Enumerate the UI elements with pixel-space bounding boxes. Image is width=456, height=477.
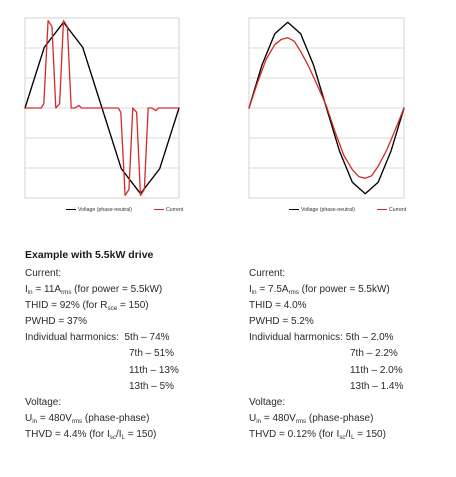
i-unit-subscript: rms: [288, 289, 299, 297]
u-unit-subscript: rms: [71, 417, 83, 425]
legend-voltage-label: Voltage (phase-neutral): [301, 207, 355, 213]
harmonic-7th: 7th – 2.2%: [350, 348, 398, 360]
harmonic-7th: 7th – 51%: [129, 348, 175, 360]
input-voltage: Uin = 480Vrms (phase-phase): [249, 411, 456, 427]
harmonic-5th: 5th – 74%: [124, 332, 170, 344]
input-voltage: Uin = 480Vrms (phase-phase): [25, 411, 235, 427]
left-specs: Current: Iin = 11Arms (for power = 5.5kW…: [25, 266, 235, 443]
legend-current-label: Current: [388, 207, 407, 213]
chart-left-legend: Voltage (phase-neutral) Current: [66, 207, 183, 213]
voltage-label: Voltage:: [249, 396, 286, 408]
series-line-current: [248, 37, 405, 179]
thid-tail: = 150): [117, 300, 149, 312]
individual-harmonics: Individual harmonics: 5th – 74%: [25, 330, 235, 346]
pwhd: PWHD = 37%: [25, 316, 87, 328]
chart-left-plot: [24, 17, 180, 199]
right-specs: Current: Iin = 7.5Arms (for power = 5.5k…: [249, 266, 456, 443]
section-heading: Example with 5.5kW drive: [25, 249, 154, 261]
i-power-note: (for power = 5.5kW): [71, 284, 163, 296]
harmonic-5th: 5th – 2.0%: [345, 332, 394, 344]
i-power-note: (for power = 5.5kW): [298, 284, 390, 296]
legend-current-swatch: [153, 209, 164, 211]
thvd-slash: /I: [115, 428, 122, 440]
harmonic-13th: 13th – 1.4%: [350, 380, 404, 392]
voltage-label: Voltage:: [25, 396, 62, 408]
thvd-text: THVD = 4.4% (for I: [25, 428, 110, 440]
thvd-tail: = 150): [124, 428, 157, 440]
thvd: THVD = 0.12% (for Isc/IL = 150): [249, 427, 456, 443]
current-label: Current:: [249, 268, 286, 279]
pwhd: PWHD = 5.2%: [249, 316, 314, 328]
harmonic-11th: 11th – 13%: [129, 364, 179, 376]
legend-voltage-swatch: [66, 209, 76, 211]
thid-subscript: sce: [107, 305, 118, 313]
chart-left: [24, 17, 225, 218]
thvd-subscript-l: L: [351, 433, 355, 441]
current-label: Current:: [25, 268, 62, 279]
harmonics-label: Individual harmonics:: [25, 332, 119, 344]
u-value: = 480V: [37, 412, 72, 424]
i-symbol: I: [25, 284, 28, 296]
thvd-slash: /I: [345, 428, 352, 440]
thvd: THVD = 4.4% (for Isc/IL = 150): [25, 427, 235, 443]
chart-right: [248, 17, 449, 218]
thvd-subscript-l: L: [121, 433, 125, 441]
i-subscript: in: [251, 289, 257, 297]
i-value: = 7.5A: [256, 284, 289, 296]
individual-harmonics: Individual harmonics: 5th – 2.0%: [249, 330, 456, 346]
u-symbol: U: [249, 412, 257, 424]
harmonic-13th: 13th – 5%: [129, 380, 175, 392]
thvd-tail: = 150): [354, 428, 386, 440]
series-line-current: [24, 19, 180, 197]
u-phase-note: (phase-phase): [82, 412, 150, 424]
input-current: Iin = 11Arms (for power = 5.5kW): [25, 282, 235, 298]
u-phase-note: (phase-phase): [306, 412, 374, 424]
i-symbol: I: [249, 284, 252, 296]
thid: THID = 4.0%: [249, 300, 307, 312]
u-subscript: in: [256, 417, 262, 425]
legend-current-swatch: [376, 209, 387, 211]
i-unit-subscript: rms: [61, 289, 72, 297]
legend-voltage-swatch: [289, 209, 299, 211]
legend-voltage-label: Voltage (phase-neutral): [78, 207, 132, 213]
chart-right-legend: Voltage (phase-neutral) Current: [289, 207, 406, 213]
i-subscript: in: [27, 289, 33, 297]
u-value: = 480V: [261, 412, 296, 424]
u-symbol: U: [25, 412, 33, 424]
thvd-text: THVD = 0.12% (for I: [249, 428, 340, 440]
thid-text: THID = 92% (for R: [25, 300, 108, 312]
thvd-subscript-sc: sc: [339, 433, 346, 441]
legend-current-label: Current: [165, 207, 184, 213]
thvd-subscript-sc: sc: [109, 433, 116, 441]
input-current: Iin = 7.5Arms (for power = 5.5kW): [249, 282, 456, 298]
harmonics-label: Individual harmonics:: [249, 332, 343, 344]
u-unit-subscript: rms: [295, 417, 307, 425]
i-value: = 11A: [32, 284, 62, 296]
u-subscript: in: [32, 417, 38, 425]
harmonic-11th: 11th – 2.0%: [350, 364, 403, 376]
thid: THID = 92% (for Rsce = 150): [25, 298, 235, 314]
chart-right-plot: [248, 17, 405, 199]
